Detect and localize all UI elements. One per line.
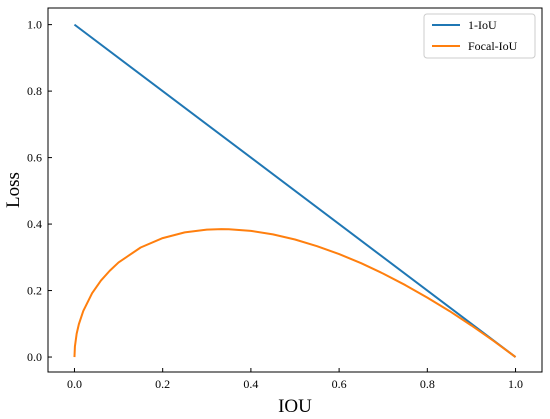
y-tick-label: 0.8 bbox=[27, 84, 42, 98]
x-tick-label: 0.2 bbox=[155, 377, 170, 391]
x-tick-label: 1.0 bbox=[508, 377, 523, 391]
series-layer bbox=[73, 23, 517, 358]
x-tick-label: 0.4 bbox=[243, 377, 258, 391]
x-tick-label: 0.8 bbox=[420, 377, 435, 391]
x-axis-label: IOU bbox=[278, 396, 312, 417]
y-tick-label: 0.6 bbox=[27, 151, 42, 165]
ticks-layer: 0.0 0.2 0.4 0.6 0.8 1.0 0.0 0.2 0.4 0.6 0.8 1.0 bbox=[27, 18, 523, 391]
y-tick-label: 0.2 bbox=[27, 284, 42, 298]
y-tick-label: 1.0 bbox=[27, 18, 42, 32]
series-line-1-iou bbox=[73, 23, 517, 358]
legend-label-1-iou: 1-IoU bbox=[468, 18, 497, 32]
legend: 1-IoU Focal-IoU bbox=[423, 13, 536, 59]
y-tick-label: 0.4 bbox=[27, 217, 42, 231]
x-tick-label: 0.6 bbox=[332, 377, 347, 391]
series-line-focal-iou bbox=[73, 228, 517, 358]
legend-label-focal-iou: Focal-IoU bbox=[468, 39, 518, 53]
y-tick-label: 0.0 bbox=[27, 350, 42, 364]
x-tick-label: 0.0 bbox=[67, 377, 82, 391]
plot-frame bbox=[47, 7, 543, 373]
y-axis-label: Loss bbox=[3, 172, 24, 208]
